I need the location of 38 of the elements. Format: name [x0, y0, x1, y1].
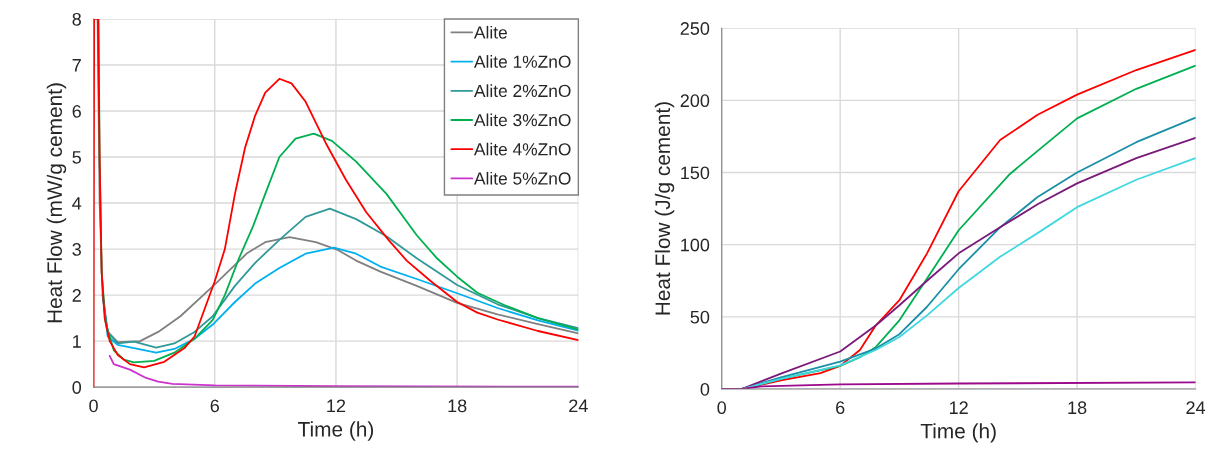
legend-label: Alite 1%ZnO	[473, 55, 571, 68]
legend-label: Alite 4%ZnO	[473, 142, 571, 156]
y-axis-title: Heat Flow (mW/g cement)	[46, 83, 67, 323]
line-series	[101, 207, 579, 349]
legend-label: Alite 5%ZnO	[473, 171, 571, 185]
y-tick-label: 200	[680, 94, 710, 108]
x-tick-label: 12	[327, 399, 346, 413]
x-tick-label: 24	[569, 399, 588, 413]
y-tick-label: 3	[72, 243, 81, 256]
y-tick-label: 2	[72, 289, 81, 302]
line-series	[101, 246, 579, 354]
x-axis-title: Time (h)	[920, 423, 996, 443]
y-tick-label: 1	[73, 335, 81, 348]
y-tick-label: 8	[72, 12, 81, 26]
y-tick-label: 250	[680, 22, 710, 35]
y-tick-label: 6	[72, 104, 81, 118]
y-tick-label: 50	[690, 310, 710, 324]
x-tick-label: 6	[836, 401, 845, 415]
legend-label: Alite 3%ZnO	[473, 113, 571, 127]
legend-label: Alite 2%ZnO	[473, 84, 571, 98]
y-tick-label: 100	[681, 238, 710, 252]
x-tick-label: 0	[717, 401, 727, 415]
line-series	[108, 354, 579, 388]
y-tick-label: 5	[72, 151, 81, 164]
x-tick-label: 12	[949, 401, 968, 414]
y-tick-label: 150	[681, 166, 710, 180]
y-tick-label: 0	[700, 382, 710, 396]
y-tick-label: 0	[72, 381, 82, 394]
y-tick-label: 7	[72, 59, 81, 72]
x-tick-label: 18	[1068, 401, 1087, 415]
x-tick-label: 6	[210, 399, 219, 413]
x-tick-label: 18	[448, 399, 467, 413]
x-tick-label: 24	[1186, 401, 1206, 414]
x-axis-title: Time (h)	[298, 421, 374, 441]
legend-label: Alite	[473, 25, 507, 39]
y-tick-label: 4	[72, 197, 82, 210]
x-tick-label: 0	[89, 399, 98, 413]
y-axis-title: Heat Flow (J/g cement)	[654, 102, 675, 315]
